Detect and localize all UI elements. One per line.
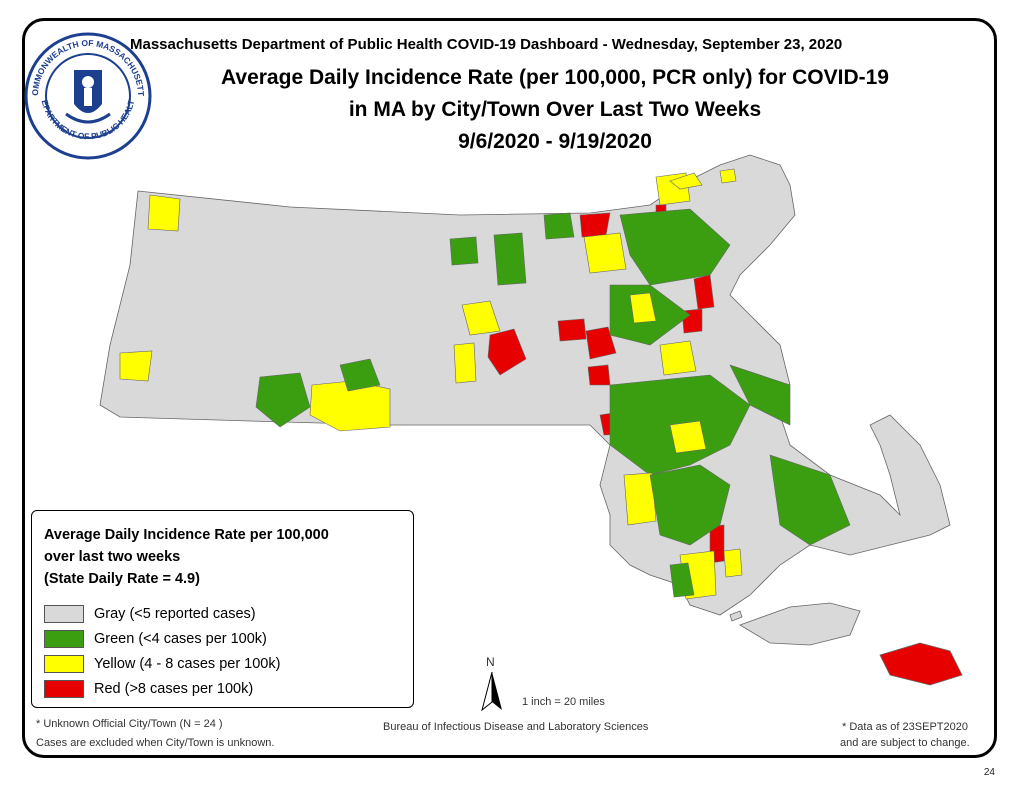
town-patch-yellow-15: [719, 168, 737, 184]
legend-swatch-red: [44, 680, 84, 698]
town-patch-yellow-14: [669, 172, 703, 190]
legend-label-green: Green (<4 cases per 100k): [94, 631, 267, 647]
subject-to-change-note: and are subject to change.: [840, 737, 970, 749]
legend-label-red: Red (>8 cases per 100k): [94, 681, 254, 697]
legend-swatch-yellow: [44, 655, 84, 673]
town-patch-green-11: [769, 454, 851, 546]
legend-item-yellow: Yellow (4 - 8 cases per 100k): [44, 653, 280, 675]
dph-seal-icon: COMMONWEALTH OF MASSACHUSETTS DEPARTMENT…: [22, 30, 152, 160]
town-patch-yellow-10: [669, 420, 707, 454]
nantucket: [879, 642, 963, 686]
legend-title-line1: Average Daily Incidence Rate per 100,000: [44, 527, 329, 543]
town-patch-red-2: [557, 318, 587, 342]
town-patch-green-10: [649, 464, 731, 546]
legend-swatch-green: [44, 630, 84, 648]
town-patch-yellow-5: [461, 300, 501, 336]
map-title-date-range: 9/6/2020 - 9/19/2020: [458, 130, 652, 153]
elizabeth-islands: [729, 610, 743, 622]
dashboard-line: Massachusetts Department of Public Healt…: [130, 36, 843, 53]
marthas-vineyard: [739, 602, 861, 646]
town-patch-green-2: [339, 358, 381, 392]
town-patch-yellow-8: [629, 292, 657, 324]
town-patch-red-7: [693, 274, 715, 310]
legend-title-line2: over last two weeks: [44, 549, 181, 565]
town-patch-yellow-9: [659, 340, 697, 376]
north-label: N: [486, 655, 495, 669]
town-patch-yellow-7: [583, 232, 627, 274]
legend-label-yellow: Yellow (4 - 8 cases per 100k): [94, 656, 281, 672]
bureau-credit: Bureau of Infectious Disease and Laborat…: [383, 721, 649, 733]
unknown-town-exclusion-note: Cases are excluded when City/Town is unk…: [36, 737, 275, 749]
legend: Average Daily Incidence Rate per 100,000…: [31, 510, 414, 708]
legend-label-gray: Gray (<5 reported cases): [94, 606, 256, 622]
town-patch-red-1: [487, 328, 527, 376]
unknown-town-note: * Unknown Official City/Town (N = 24 ): [36, 718, 223, 730]
state-outline: [99, 154, 951, 616]
town-patch-yellow-1: [147, 194, 181, 232]
legend-title-line3: (State Daily Rate = 4.9): [44, 571, 200, 587]
legend-swatch-gray: [44, 605, 84, 623]
town-patch-yellow-11: [623, 472, 657, 526]
town-patch-green-5: [543, 212, 575, 240]
legend-item-red: Red (>8 cases per 100k): [44, 678, 253, 700]
town-patch-yellow-2: [119, 350, 153, 382]
legend-title: Average Daily Incidence Rate per 100,000…: [44, 524, 329, 590]
page-number: 24: [983, 767, 995, 778]
scale-text: 1 inch = 20 miles: [522, 696, 605, 708]
massachusetts-map: [99, 154, 963, 686]
town-patch-red-5: [579, 212, 611, 238]
town-patch-green-6: [619, 208, 731, 286]
town-patch-green-4: [493, 232, 527, 286]
town-patch-green-3: [449, 236, 479, 266]
town-patch-green-12: [669, 562, 695, 598]
north-arrow-icon: [481, 672, 502, 712]
data-as-of-note: * Data as of 23SEPT2020: [842, 721, 968, 733]
town-patch-green-1: [255, 372, 311, 428]
town-patch-yellow-13: [723, 548, 743, 578]
legend-item-green: Green (<4 cases per 100k): [44, 628, 267, 650]
town-patch-yellow-4: [453, 342, 477, 384]
town-patch-red-3: [585, 326, 617, 360]
legend-item-gray: Gray (<5 reported cases): [44, 603, 256, 625]
map-title-line1: Average Daily Incidence Rate (per 100,00…: [221, 66, 889, 89]
town-patch-red-4: [587, 364, 611, 386]
town-patch-green-9: [729, 364, 791, 426]
map-title-line2: in MA by City/Town Over Last Two Weeks: [348, 98, 762, 121]
